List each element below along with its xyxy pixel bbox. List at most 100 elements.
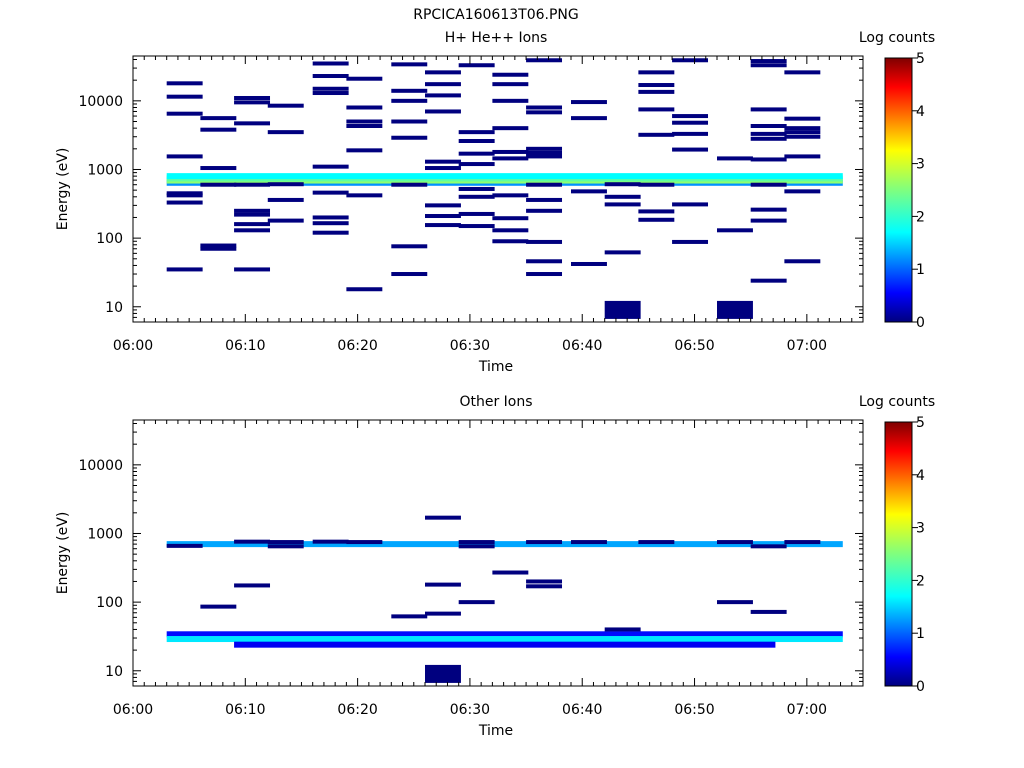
- heatmap-cell: [638, 70, 675, 75]
- heatmap-cell: [784, 116, 821, 121]
- heatmap-cell: [784, 130, 821, 135]
- heatmap-cell: [526, 579, 563, 584]
- heatmap-cell: [166, 543, 203, 548]
- figure-title: RPCICA160613T06.PNG: [413, 7, 578, 23]
- heatmap-cell: [604, 182, 641, 187]
- heatmap-cell: [717, 156, 753, 161]
- x-tick-label: 06:20: [337, 702, 377, 718]
- heatmap-cell: [458, 130, 495, 135]
- heatmap-cell: [750, 278, 787, 283]
- heatmap-cell: [784, 259, 821, 264]
- heatmap-cell: [312, 61, 349, 66]
- y-tick-label: 10000: [78, 458, 123, 474]
- x-tick-label: 06:30: [450, 702, 490, 718]
- heatmap-cell: [750, 131, 787, 136]
- heatmap-cell: [267, 130, 304, 135]
- heatmap-cell: [346, 123, 383, 128]
- heatmap-cell: [425, 159, 461, 164]
- colorbar-tick-label: 5: [916, 51, 925, 67]
- heatmap-cell: [267, 544, 304, 549]
- colorbar-label: Log counts: [859, 394, 935, 410]
- heatmap-cell: [717, 600, 753, 605]
- y-axis-label: Energy (eV): [55, 512, 71, 595]
- heatmap-cell: [200, 127, 237, 132]
- heatmap-cell: [346, 148, 383, 153]
- x-axis-label: Time: [478, 359, 513, 375]
- heatmap-cell: [312, 539, 349, 544]
- y-tick-label: 1000: [87, 162, 123, 178]
- heatmap-cell: [346, 193, 383, 198]
- x-tick-label: 06:50: [674, 338, 714, 354]
- colorbar-tick-label: 3: [916, 157, 925, 173]
- x-tick-label: 06:00: [113, 702, 153, 718]
- heatmap-cell: [672, 114, 709, 119]
- heatmap-cell: [458, 211, 495, 216]
- heatmap-cell: [638, 107, 675, 112]
- heatmap-cell: [604, 300, 641, 319]
- heatmap-cell: [200, 182, 237, 187]
- heatmap-cell: [526, 584, 563, 589]
- y-tick-label: 1000: [87, 526, 123, 542]
- heatmap-cell: [391, 182, 428, 187]
- heatmap-cell: [571, 116, 607, 121]
- axes: 06:00 06:10 06:20 06:30 06:40 06:50 07:00 10 100…: [78, 55, 864, 354]
- heatmap-cell: [492, 82, 529, 87]
- heatmap-cell: [750, 609, 787, 614]
- heatmap-cell: [200, 166, 237, 171]
- heatmap-cell: [391, 272, 428, 277]
- heatmap-cell: [784, 154, 821, 159]
- heatmap-cell: [200, 246, 237, 251]
- heatmap-cell: [526, 272, 563, 277]
- heatmap-cell: [312, 190, 349, 195]
- heatmap-cell: [784, 126, 821, 131]
- heatmap-cell: [312, 86, 349, 91]
- colorbar-tick-label: 3: [916, 521, 925, 537]
- heatmap-cell: [750, 123, 787, 128]
- heatmap-cell: [750, 207, 787, 212]
- heatmap-cell: [391, 135, 428, 140]
- heatmap-cell: [425, 93, 461, 98]
- heatmap-cell: [346, 76, 383, 81]
- axes: 06:00 06:10 06:20 06:30 06:40 06:50 07:00 10 100…: [78, 419, 864, 718]
- colorbar-tick-label: 2: [916, 209, 925, 225]
- heatmap-cell: [391, 98, 428, 103]
- heatmap-cell: [571, 100, 607, 105]
- heatmap-band: [166, 173, 843, 180]
- heatmap-cell: [750, 218, 787, 223]
- heatmap-cell: [571, 540, 607, 545]
- heatmap-cell: [234, 228, 271, 233]
- colorbar-ticks: 0 1 2 3 4 5: [912, 415, 925, 695]
- heatmap-cell: [492, 228, 529, 233]
- heatmap-cell: [717, 228, 753, 233]
- y-axis-label: Energy (eV): [55, 148, 71, 231]
- colorbar: [884, 421, 913, 687]
- heatmap-cell: [604, 194, 641, 199]
- heatmap-cell: [526, 239, 563, 244]
- heatmap-cell: [492, 156, 529, 161]
- heatmap-cell: [234, 583, 271, 588]
- heatmap-cell: [312, 215, 349, 220]
- heatmap-cell: [166, 154, 203, 159]
- x-tick-label: 06:40: [562, 702, 602, 718]
- heatmap-cell: [672, 239, 709, 244]
- heatmap-cell: [526, 182, 563, 187]
- heatmap-cell: [672, 131, 709, 136]
- heatmap-cell: [784, 189, 821, 194]
- colorbar-tick-label: 4: [916, 468, 925, 484]
- heatmap-cell: [425, 214, 461, 219]
- heatmap-cell: [526, 105, 563, 110]
- heatmap-cell: [166, 267, 203, 272]
- heatmap-cell: [267, 540, 304, 545]
- heatmap-cell: [526, 58, 563, 63]
- heatmap-cell: [346, 119, 383, 124]
- heatmap-cell: [200, 604, 237, 609]
- heatmap-cell: [458, 162, 495, 167]
- heatmap-cell: [458, 544, 495, 549]
- heatmap-cell: [346, 540, 383, 545]
- panel-other-ions: Other Ions Energy (eV) Time 06:00 06:10 06…: [55, 394, 935, 739]
- heatmap-cell: [267, 218, 304, 223]
- heatmap-cell: [784, 540, 821, 545]
- heatmap-cell: [267, 103, 304, 108]
- colorbar: [884, 57, 913, 323]
- heatmap-band: [166, 541, 843, 548]
